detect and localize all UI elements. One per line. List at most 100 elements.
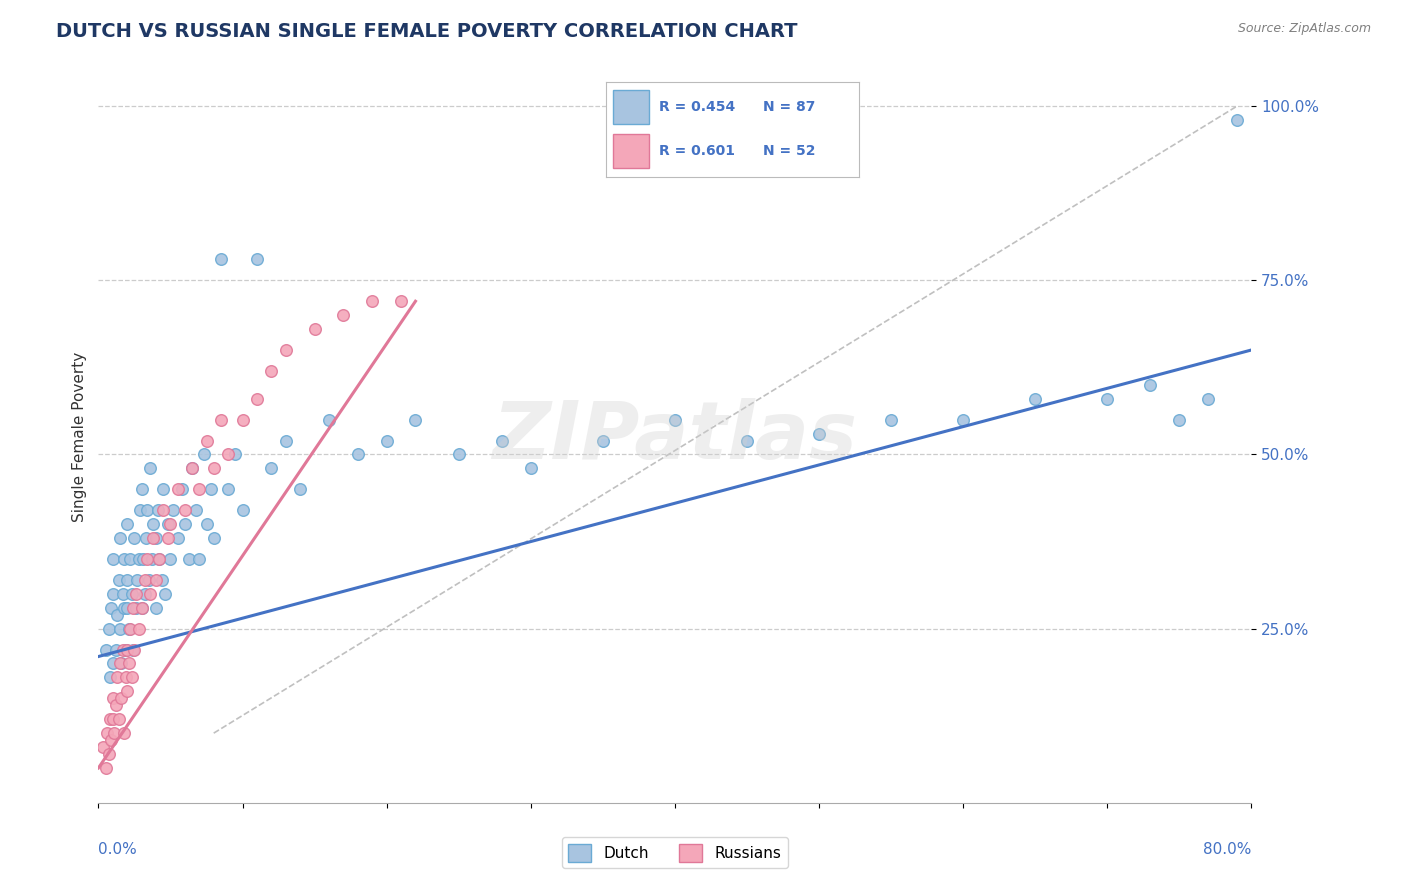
Text: Source: ZipAtlas.com: Source: ZipAtlas.com xyxy=(1237,22,1371,36)
Point xyxy=(94,761,117,775)
Point xyxy=(290,483,312,497)
Point xyxy=(97,622,120,636)
Point xyxy=(880,412,903,426)
Point xyxy=(375,434,398,448)
Point xyxy=(808,426,831,441)
Point xyxy=(112,726,135,740)
Point xyxy=(166,483,188,497)
Point xyxy=(274,434,297,448)
Point xyxy=(121,670,143,684)
Point xyxy=(156,517,179,532)
Point xyxy=(110,691,132,706)
Point xyxy=(145,531,167,545)
Point xyxy=(148,552,170,566)
Point xyxy=(246,392,269,406)
Point xyxy=(125,587,148,601)
Point xyxy=(132,552,155,566)
Point xyxy=(114,642,136,657)
Point xyxy=(186,503,208,517)
Point xyxy=(142,531,165,545)
Point xyxy=(520,461,543,475)
Point xyxy=(145,600,167,615)
Point xyxy=(141,552,163,566)
Point xyxy=(150,573,173,587)
Point xyxy=(139,587,162,601)
Text: DUTCH VS RUSSIAN SINGLE FEMALE POVERTY CORRELATION CHART: DUTCH VS RUSSIAN SINGLE FEMALE POVERTY C… xyxy=(56,22,797,41)
Point xyxy=(224,448,246,462)
Y-axis label: Single Female Poverty: Single Female Poverty xyxy=(72,352,87,522)
Point xyxy=(138,573,160,587)
Point xyxy=(94,642,117,657)
Point xyxy=(101,712,124,726)
Point xyxy=(117,517,139,532)
Point xyxy=(179,552,201,566)
Point xyxy=(107,573,129,587)
Point xyxy=(181,461,204,475)
Point xyxy=(127,573,149,587)
Point xyxy=(131,600,153,615)
Point xyxy=(134,573,156,587)
Point xyxy=(735,434,758,448)
Point xyxy=(447,448,470,462)
Point xyxy=(318,412,340,426)
Point xyxy=(105,607,128,622)
Point xyxy=(664,412,686,426)
Point xyxy=(188,483,211,497)
Point xyxy=(131,483,153,497)
Point xyxy=(121,587,143,601)
Point xyxy=(103,726,125,740)
Point xyxy=(122,642,145,657)
Point xyxy=(117,573,139,587)
Point xyxy=(100,733,122,747)
Point xyxy=(108,657,131,671)
Point xyxy=(156,531,179,545)
Point xyxy=(136,552,159,566)
Point xyxy=(193,448,215,462)
Point xyxy=(162,503,184,517)
Point xyxy=(148,552,170,566)
Point xyxy=(246,252,269,267)
Text: 80.0%: 80.0% xyxy=(1204,842,1251,856)
Point xyxy=(118,657,141,671)
Point xyxy=(166,531,188,545)
Point xyxy=(131,600,153,615)
Point xyxy=(117,642,139,657)
Point xyxy=(104,642,127,657)
Point xyxy=(101,552,124,566)
Point xyxy=(117,600,139,615)
Point xyxy=(108,622,131,636)
Point xyxy=(97,747,120,761)
Point xyxy=(100,600,122,615)
Point xyxy=(122,600,145,615)
Point xyxy=(104,698,127,713)
Point xyxy=(98,670,121,684)
Point xyxy=(209,252,232,267)
Point xyxy=(491,434,513,448)
Point xyxy=(98,712,121,726)
Point xyxy=(332,308,354,322)
Point xyxy=(200,483,222,497)
Point xyxy=(209,412,232,426)
Point xyxy=(125,600,148,615)
Point xyxy=(174,517,197,532)
Point xyxy=(134,587,156,601)
Point xyxy=(96,726,118,740)
Point xyxy=(217,483,239,497)
Point xyxy=(1024,392,1046,406)
Point xyxy=(91,740,114,755)
Point xyxy=(1097,392,1119,406)
Point xyxy=(101,691,124,706)
Point xyxy=(181,461,204,475)
Point xyxy=(231,412,254,426)
Point xyxy=(231,503,254,517)
Point xyxy=(117,684,139,698)
Point xyxy=(114,670,136,684)
Point xyxy=(361,294,384,309)
Point xyxy=(274,343,297,357)
Point xyxy=(159,517,181,532)
Point xyxy=(110,657,132,671)
Text: 0.0%: 0.0% xyxy=(98,842,138,856)
Text: ZIPatlas: ZIPatlas xyxy=(492,398,858,476)
Point xyxy=(135,531,157,545)
Point xyxy=(142,517,165,532)
